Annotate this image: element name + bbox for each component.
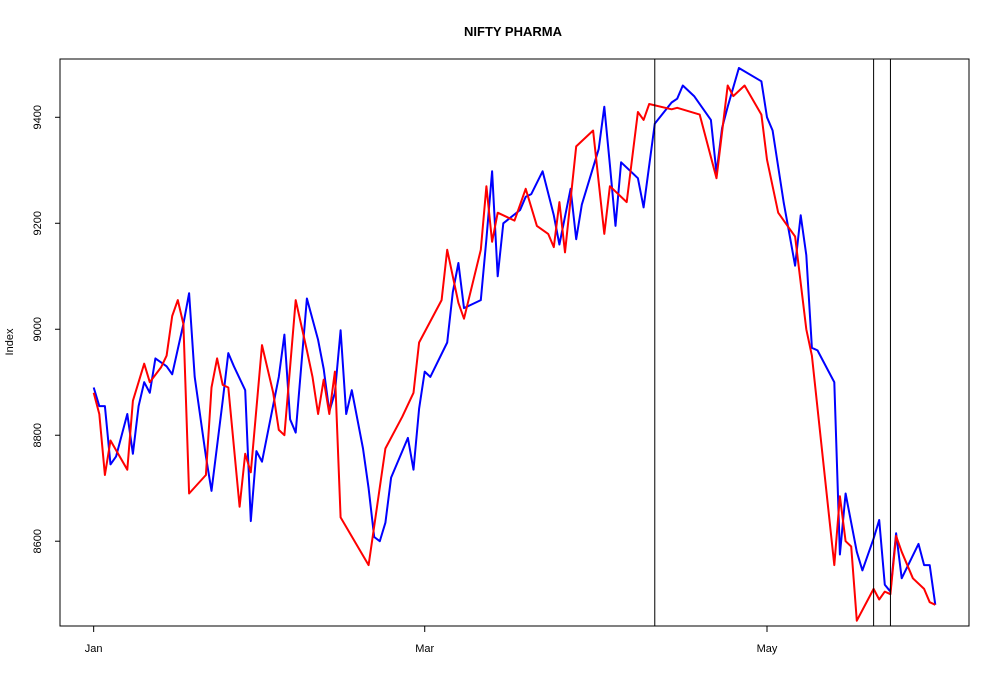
x-tick-label: Jan (85, 643, 103, 655)
y-tick-label: 8800 (32, 423, 44, 447)
y-tick-label: 9400 (32, 105, 44, 129)
y-tick-label: 8600 (32, 529, 44, 553)
series-line-0 (92, 67, 937, 605)
axes: 8600 8800 9000 9200 9400 Jan Mar May (32, 105, 778, 655)
y-tick-label: 9200 (32, 211, 44, 235)
vertical-lines (654, 59, 891, 626)
x-tick-label: May (757, 643, 778, 655)
series-line-1 (92, 84, 936, 622)
y-tick-label: 9000 (32, 317, 44, 341)
y-axis-title: Index (4, 328, 16, 355)
series-layer (92, 67, 937, 622)
x-tick-label: Mar (415, 643, 434, 655)
plot-frame (59, 58, 970, 627)
chart-title: NIFTY PHARMA (464, 24, 563, 39)
